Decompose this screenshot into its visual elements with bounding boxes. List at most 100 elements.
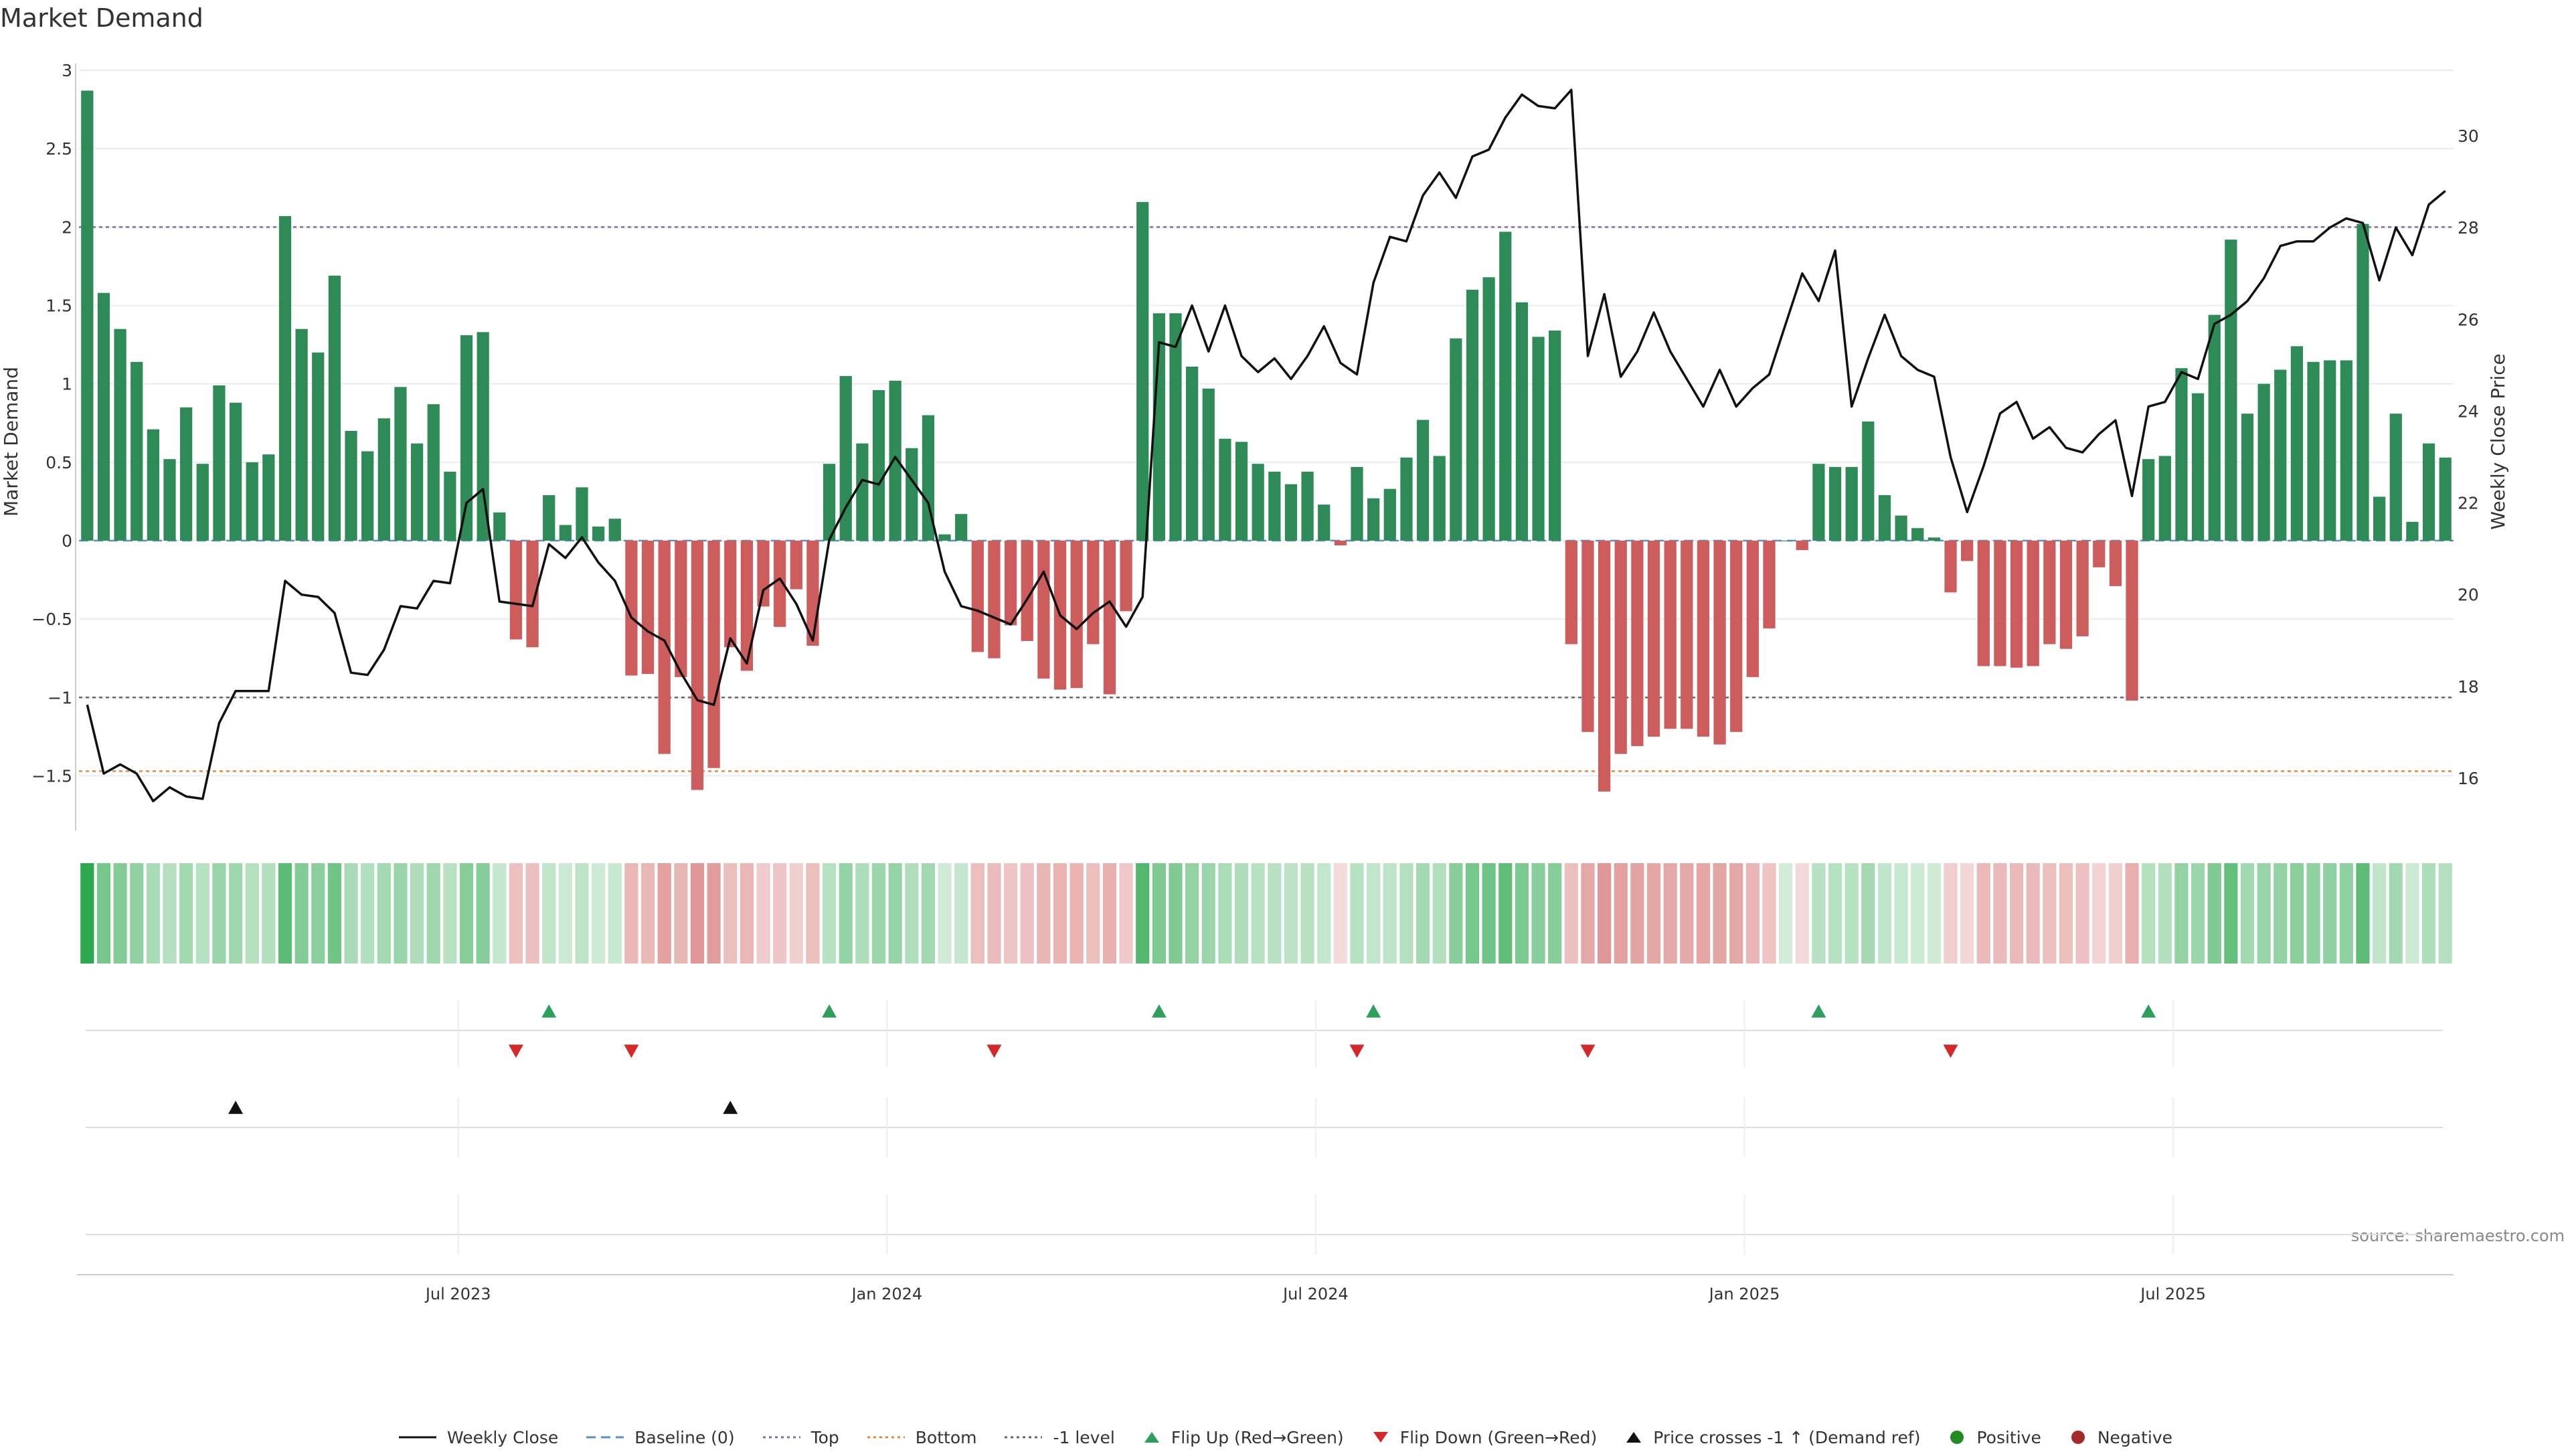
demand-bar [1565, 541, 1577, 644]
demand-bar [1004, 541, 1017, 626]
negative-dot-icon [2068, 1429, 2088, 1445]
strip-cell [2290, 863, 2304, 964]
demand-bar [361, 451, 374, 541]
demand-bar [1416, 420, 1430, 541]
demand-bar [856, 443, 869, 541]
legend-item-price-cross[interactable]: Price crosses -1 ↑ (Demand ref) [1624, 1428, 1920, 1447]
legend-item-weekly-close[interactable]: Weekly Close [398, 1428, 558, 1447]
demand-bar [740, 541, 753, 671]
strip-cell [1927, 863, 1941, 964]
legend-item-flip-up[interactable]: Flip Up (Red→Green) [1142, 1428, 1344, 1447]
y-tick-label: −0.5 [31, 610, 72, 629]
demand-bar [839, 375, 852, 541]
demand-bar [131, 361, 143, 541]
legend-item-negative[interactable]: Negative [2068, 1428, 2172, 1447]
demand-bar [1549, 330, 1561, 541]
demand-bar [1169, 313, 1182, 541]
strip-cell [1960, 863, 1974, 964]
strip-cell [1531, 863, 1545, 964]
strip-cell [509, 863, 523, 964]
strip-cell [690, 863, 705, 964]
demand-bar [1515, 302, 1529, 541]
demand-bar [2241, 414, 2254, 541]
strip-cell [1416, 863, 1430, 964]
strip-cell [954, 863, 968, 964]
demand-bar [608, 519, 621, 541]
demand-bar [262, 454, 275, 541]
triangle-up-icon [1142, 1429, 1162, 1445]
y-tick-label: −1.5 [31, 767, 72, 786]
demand-bar [1895, 515, 1907, 541]
demand-bar [509, 541, 523, 640]
y-tick-label: 2 [62, 217, 72, 237]
demand-bar [1681, 541, 1693, 729]
demand-bar [295, 329, 308, 541]
strip-cell [905, 863, 919, 964]
strip-cell [2125, 863, 2139, 964]
demand-bar [559, 525, 572, 541]
demand-bar [1037, 541, 1050, 679]
strip-cell [2421, 863, 2436, 964]
positive-dot-icon [1947, 1429, 1967, 1445]
legend-label: Price crosses -1 ↑ (Demand ref) [1653, 1427, 1921, 1447]
demand-bar [81, 90, 94, 541]
demand-bar [1977, 541, 1990, 666]
demand-bar [1252, 464, 1264, 541]
demand-bar [1021, 541, 1033, 641]
strip-cell [1069, 863, 1084, 964]
flip-up-marker [1151, 1004, 1167, 1018]
strip-cell [2142, 863, 2156, 964]
strip-cell [2191, 863, 2205, 964]
strip-cell [361, 863, 375, 964]
strip-cell [1383, 863, 1397, 964]
chart-title: Market Demand [0, 3, 203, 33]
demand-bar [872, 390, 885, 541]
demand-bar [2340, 360, 2352, 541]
strip-cell [2306, 863, 2320, 964]
strip-cell [1251, 863, 1265, 964]
demand-bar [1647, 541, 1660, 737]
demand-bar [2208, 314, 2221, 541]
demand-bar [2191, 393, 2205, 541]
strip-cell [394, 863, 408, 964]
strip-cell [327, 863, 342, 964]
demand-bar [2389, 414, 2402, 541]
demand-bar [377, 418, 390, 541]
strip-cell [262, 863, 276, 964]
strip-cell [1333, 863, 1347, 964]
legend-item-baseline[interactable]: Baseline (0) [585, 1428, 735, 1447]
strip-cell [1053, 863, 1067, 964]
x-tick-label: Jan 2025 [1708, 1285, 1780, 1303]
demand-bar [1070, 541, 1083, 689]
demand-bar [444, 471, 456, 541]
legend-item-bottom[interactable]: Bottom [866, 1428, 976, 1447]
strip-cell [2373, 863, 2387, 964]
strip-cell [1696, 863, 1711, 964]
demand-bar [114, 329, 126, 541]
demand-bar [625, 541, 638, 676]
demand-bar [1235, 442, 1248, 541]
strip-cell [163, 863, 177, 964]
strip-cell [80, 863, 94, 964]
strip-cell [624, 863, 638, 964]
legend-item-positive[interactable]: Positive [1947, 1428, 2041, 1447]
demand-bar [757, 541, 770, 607]
y2-tick-label: 22 [2458, 494, 2479, 513]
legend-item-flip-down[interactable]: Flip Down (Green→Red) [1371, 1428, 1597, 1447]
strip-cell [542, 863, 556, 964]
legend-item-minus1[interactable]: -1 level [1003, 1428, 1115, 1447]
strip-cell [1119, 863, 1133, 964]
demand-bar [2257, 383, 2270, 541]
flip-down-marker [1349, 1044, 1365, 1058]
top-dotted-line-icon [762, 1429, 802, 1445]
strip-cell [1597, 863, 1612, 964]
flip-down-marker [1580, 1044, 1596, 1058]
demand-bar [1383, 488, 1396, 541]
strip-cell [987, 863, 1001, 964]
strip-cell [459, 863, 474, 964]
legend-item-top[interactable]: Top [762, 1428, 839, 1447]
flip-down-marker [1943, 1044, 1958, 1058]
strip-cell [1185, 863, 1199, 964]
strip-cell [1367, 863, 1381, 964]
demand-bar [229, 402, 242, 541]
